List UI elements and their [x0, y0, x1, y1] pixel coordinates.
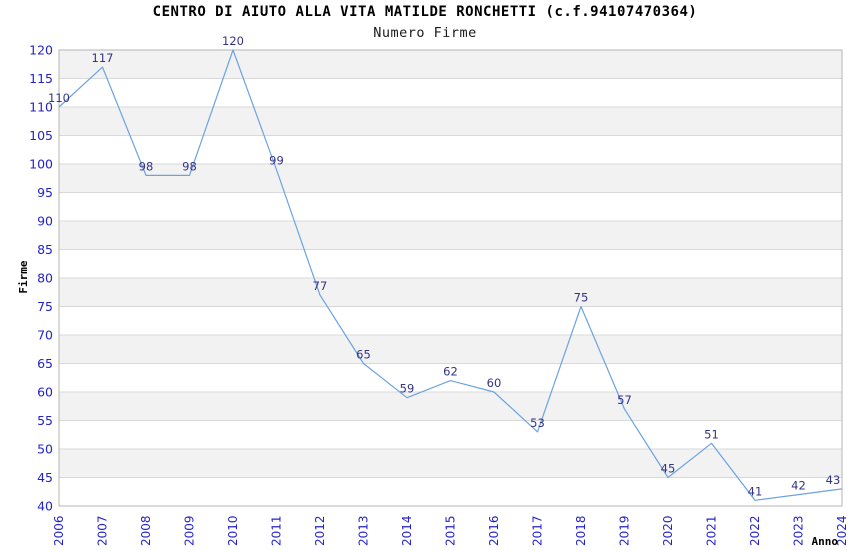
chart-subtitle: Numero Firme	[373, 25, 477, 41]
plot-band	[59, 221, 842, 250]
y-tick-label: 40	[37, 499, 53, 514]
x-tick-label: 2019	[618, 515, 632, 546]
y-tick-label: 115	[29, 71, 53, 86]
x-tick-label: 2009	[183, 515, 197, 546]
x-tick-labels: 2006 2007 2008 2009 2010 2011 2012 2013 2014 2015…	[52, 515, 849, 546]
plot-border	[58, 49, 843, 507]
point-label: 62	[443, 365, 458, 379]
point-label: 42	[791, 479, 806, 493]
y-tick-label: 60	[37, 385, 53, 400]
x-tick-label: 2010	[226, 515, 240, 546]
y-tick-label: 70	[37, 328, 53, 343]
point-label: 41	[748, 484, 763, 498]
y-tick-label: 65	[37, 356, 53, 371]
y-tick-label: 95	[37, 185, 53, 200]
x-tick-label: 2011	[270, 515, 284, 546]
x-tick-label: 2016	[487, 515, 501, 546]
x-tick-label: 2012	[313, 515, 327, 546]
point-label: 99	[269, 154, 284, 168]
point-label: 45	[661, 462, 676, 476]
y-tick-label: 55	[37, 413, 53, 428]
grid-lines	[59, 78, 842, 478]
point-label: 51	[704, 427, 719, 441]
x-tick-label: 2008	[139, 515, 153, 546]
point-label: 110	[48, 91, 70, 105]
plot-band	[59, 278, 842, 307]
point-label: 75	[574, 291, 589, 305]
x-tick-label: 2018	[574, 515, 588, 546]
y-tick-label: 75	[37, 299, 53, 314]
plot-band	[59, 335, 842, 364]
y-tick-label: 110	[29, 100, 53, 115]
y-axis-title: Firme	[17, 260, 30, 293]
x-tick-label: 2020	[661, 515, 675, 546]
point-label: 57	[617, 393, 632, 407]
x-tick-label: 2024	[835, 515, 849, 546]
plot-band	[59, 392, 842, 421]
point-label: 43	[826, 473, 841, 487]
point-label: 53	[530, 416, 545, 430]
x-tick-label: 2006	[52, 515, 66, 546]
y-tick-label: 80	[37, 271, 53, 286]
y-tick-label: 50	[37, 442, 53, 457]
x-tick-label: 2014	[400, 515, 414, 546]
y-tick-label: 105	[29, 128, 53, 143]
point-label: 77	[313, 279, 328, 293]
plot-band	[59, 164, 842, 193]
plot-band	[59, 449, 842, 478]
x-axis-title: Anno	[812, 535, 839, 548]
point-label: 120	[222, 34, 244, 48]
x-tick-label: 2007	[96, 515, 110, 546]
point-label: 98	[139, 159, 154, 173]
point-label: 98	[182, 159, 197, 173]
plot-band	[59, 50, 842, 79]
chart-title: CENTRO DI AIUTO ALLA VITA MATILDE RONCHE…	[152, 4, 698, 20]
x-tick-label: 2013	[357, 515, 371, 546]
y-tick-label: 100	[29, 157, 53, 172]
y-tick-label: 45	[37, 470, 53, 485]
point-labels: 110 117 98 98 120 99 77 65 59 62 60 53 75 57 45 51 41 42 4…	[48, 34, 840, 498]
point-label: 59	[400, 382, 415, 396]
plot-bands	[59, 50, 842, 478]
point-label: 65	[356, 348, 371, 362]
y-tick-label: 120	[29, 43, 53, 58]
x-tick-label: 2017	[531, 515, 545, 546]
x-tick-label: 2022	[748, 515, 762, 546]
point-label: 60	[487, 376, 502, 390]
x-tick-label: 2021	[705, 515, 719, 546]
y-tick-label: 85	[37, 242, 53, 257]
data-line	[58, 49, 843, 501]
x-tick-label: 2023	[792, 515, 806, 546]
x-tick-label: 2015	[444, 515, 458, 546]
point-label: 117	[92, 51, 114, 65]
plot-band	[59, 107, 842, 136]
y-tick-label: 90	[37, 214, 53, 229]
y-tick-labels: 40 45 50 55 60 65 70 75 80 85 90 95 100 105 110 115 120	[29, 43, 53, 514]
